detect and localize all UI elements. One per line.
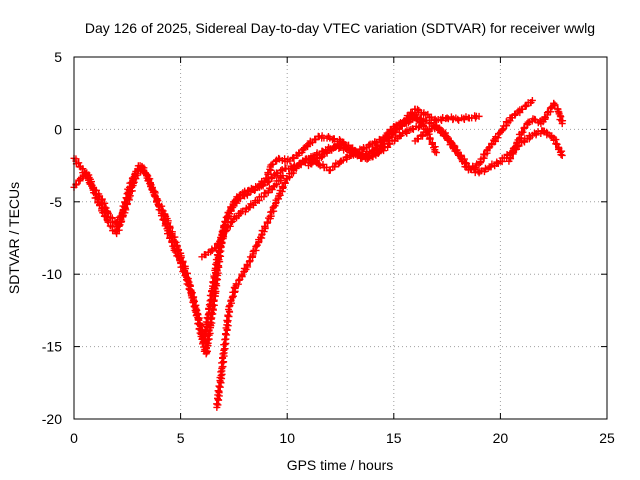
data-point-marker [443, 114, 451, 122]
series-arc-5 [305, 105, 483, 170]
data-point-marker [243, 261, 251, 269]
data-point-marker [205, 301, 213, 309]
data-point-marker [279, 172, 287, 180]
data-point-marker [401, 128, 409, 136]
data-point-marker [225, 210, 233, 218]
data-point-marker [170, 246, 178, 254]
grid-lines [74, 57, 607, 419]
x-tick-label: 0 [70, 430, 78, 446]
data-point-marker [557, 151, 565, 159]
x-tick-label: 5 [177, 430, 185, 446]
data-point-marker [214, 239, 222, 247]
data-point-marker [275, 154, 283, 162]
data-point-marker [417, 114, 425, 122]
series-arc-3 [198, 172, 287, 261]
data-point-marker [261, 223, 269, 231]
x-tick-label: 10 [279, 430, 295, 446]
data-point-marker [279, 183, 287, 191]
data-point-marker [511, 143, 519, 151]
data-point-marker [180, 267, 188, 275]
y-tick-label: 0 [54, 121, 62, 137]
data-point-marker [243, 191, 251, 199]
data-point-marker [115, 222, 123, 230]
data-point-marker [227, 297, 235, 305]
data-point-marker [513, 139, 521, 147]
data-point-marker [494, 134, 502, 142]
data-point-marker [528, 96, 536, 104]
data-point-marker [439, 128, 447, 136]
data-point-marker [324, 133, 332, 141]
series-arc-4 [213, 96, 536, 411]
data-point-marker [384, 133, 392, 141]
data-point-marker [146, 180, 154, 188]
data-point-marker [432, 149, 440, 157]
data-point-marker [226, 222, 234, 230]
y-tick-label: -20 [42, 411, 62, 427]
data-point-marker [415, 123, 423, 131]
data-point-marker [213, 400, 221, 408]
data-point-marker [104, 218, 112, 226]
data-point-marker [470, 165, 478, 173]
x-tick-label: 20 [493, 430, 509, 446]
data-point-marker [543, 109, 551, 117]
axis-ticks: 0 5 10 15 20 25 -20 -15 -10 -5 0 5 [42, 49, 615, 446]
plot-frame [73, 56, 608, 420]
data-point-marker [409, 125, 417, 133]
data-point-marker [415, 124, 423, 132]
data-point-marker [331, 163, 339, 171]
data-point-marker [160, 216, 168, 224]
data-point-marker [475, 112, 483, 120]
data-point-marker [259, 182, 267, 190]
data-point-marker [181, 272, 189, 280]
data-point-marker [551, 101, 559, 109]
data-point-marker [219, 350, 227, 358]
data-point-marker [212, 244, 220, 252]
series-arc-7 [505, 99, 567, 165]
data-point-marker [454, 115, 462, 123]
x-axis-label: GPS time / hours [287, 457, 394, 473]
data-point-marker [102, 213, 110, 221]
data-point-marker [522, 102, 530, 110]
chart-title: Day 126 of 2025, Sidereal Day-to-day VTE… [85, 20, 595, 36]
data-point-marker [121, 204, 129, 212]
data-point-marker [168, 238, 176, 246]
y-tick-label: -15 [42, 339, 62, 355]
data-points [70, 96, 567, 411]
data-point-marker [506, 154, 514, 162]
data-point-marker [519, 128, 527, 136]
data-point-marker [75, 159, 83, 167]
data-point-marker [546, 104, 554, 112]
data-point-marker [252, 243, 260, 251]
data-point-marker [166, 233, 174, 241]
data-point-marker [87, 180, 95, 188]
y-tick-label: 5 [54, 49, 62, 65]
data-point-marker [558, 120, 566, 128]
data-point-marker [217, 368, 225, 376]
y-axis-label: SDTVAR / TECUs [6, 182, 22, 294]
data-point-marker [246, 257, 254, 265]
data-point-marker [386, 134, 394, 142]
data-point-marker [558, 151, 566, 159]
data-point-marker [281, 178, 289, 186]
y-tick-label: -5 [50, 194, 63, 210]
data-point-marker [414, 135, 422, 143]
data-point-marker [235, 276, 243, 284]
x-tick-label: 15 [386, 430, 402, 446]
data-point-marker [431, 148, 439, 156]
data-point-marker [426, 135, 434, 143]
data-point-marker [438, 117, 446, 125]
data-point-marker [408, 109, 416, 117]
data-point-marker [263, 218, 271, 226]
data-point-marker [221, 228, 229, 236]
y-tick-label: -10 [42, 266, 62, 282]
x-tick-label: 25 [599, 430, 615, 446]
data-point-marker [499, 126, 507, 134]
data-point-marker [406, 113, 414, 121]
